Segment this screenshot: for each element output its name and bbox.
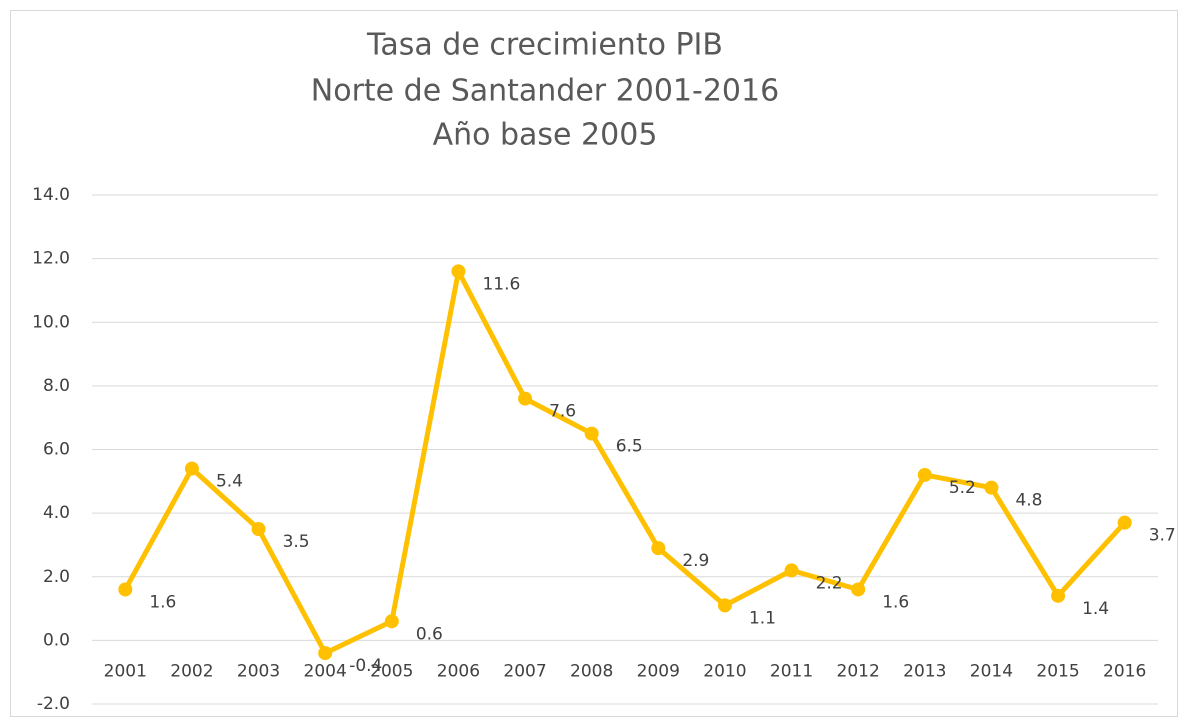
data-label: 3.7 [1149, 526, 1176, 546]
data-label: 2.9 [682, 551, 709, 571]
x-tick-label: 2005 [370, 661, 413, 681]
data-label: 4.8 [1015, 491, 1042, 511]
x-tick-label: 2013 [903, 661, 946, 681]
data-label: 5.2 [949, 478, 976, 498]
x-tick-label: 2011 [770, 661, 813, 681]
data-point [118, 582, 133, 597]
data-point [851, 582, 866, 597]
data-point [984, 480, 999, 495]
data-point [451, 264, 466, 279]
x-tick-label: 2006 [437, 661, 480, 681]
data-label: 1.6 [149, 592, 176, 612]
data-point [584, 426, 599, 441]
x-tick-label: 2002 [170, 661, 213, 681]
data-label: 11.6 [482, 274, 520, 294]
data-point [917, 467, 932, 482]
x-tick-label: 2015 [1036, 661, 1079, 681]
data-label: 7.6 [549, 402, 576, 422]
data-point [717, 598, 732, 613]
x-tick-label: 2014 [970, 661, 1013, 681]
x-tick-label: 2012 [837, 661, 880, 681]
data-point [1051, 588, 1066, 603]
x-tick-label: 2004 [304, 661, 347, 681]
data-point [318, 646, 333, 661]
chart-frame [10, 10, 1178, 717]
data-label: 6.5 [616, 437, 643, 457]
data-point [1117, 515, 1132, 530]
data-point [384, 614, 399, 629]
data-label: 0.6 [416, 624, 443, 644]
x-tick-label: 2003 [237, 661, 280, 681]
x-tick-label: 2008 [570, 661, 613, 681]
y-tick-label: -2.0 [37, 694, 70, 714]
data-point [518, 391, 533, 406]
x-tick-label: 2001 [104, 661, 147, 681]
data-label: 1.1 [749, 608, 776, 628]
x-tick-label: 2007 [503, 661, 546, 681]
chart-title: Tasa de crecimiento PIB [366, 28, 723, 63]
y-tick-label: 14.0 [32, 185, 70, 205]
y-tick-label: 2.0 [43, 567, 70, 587]
x-tick-label: 2009 [637, 661, 680, 681]
y-tick-label: 10.0 [32, 312, 70, 332]
y-tick-label: 4.0 [43, 503, 70, 523]
data-point [784, 563, 799, 578]
chart-title: Norte de Santander 2001-2016 [311, 74, 779, 109]
y-tick-label: 0.0 [43, 630, 70, 650]
y-tick-label: 12.0 [32, 249, 70, 269]
data-point [651, 541, 666, 556]
x-tick-label: 2010 [703, 661, 746, 681]
data-line [123, 268, 1127, 656]
data-label: 1.6 [882, 592, 909, 612]
data-label: 5.4 [216, 472, 243, 492]
data-point [184, 461, 199, 476]
y-tick-label: 8.0 [43, 376, 70, 396]
x-tick-label: 2016 [1103, 661, 1146, 681]
data-label: 1.4 [1082, 599, 1109, 619]
data-label: 3.5 [283, 532, 310, 552]
data-label: 2.2 [816, 573, 843, 593]
data-point [251, 522, 266, 537]
y-tick-label: 6.0 [43, 440, 70, 460]
chart-title: Año base 2005 [433, 118, 658, 153]
data-label: -0.4 [349, 656, 382, 676]
